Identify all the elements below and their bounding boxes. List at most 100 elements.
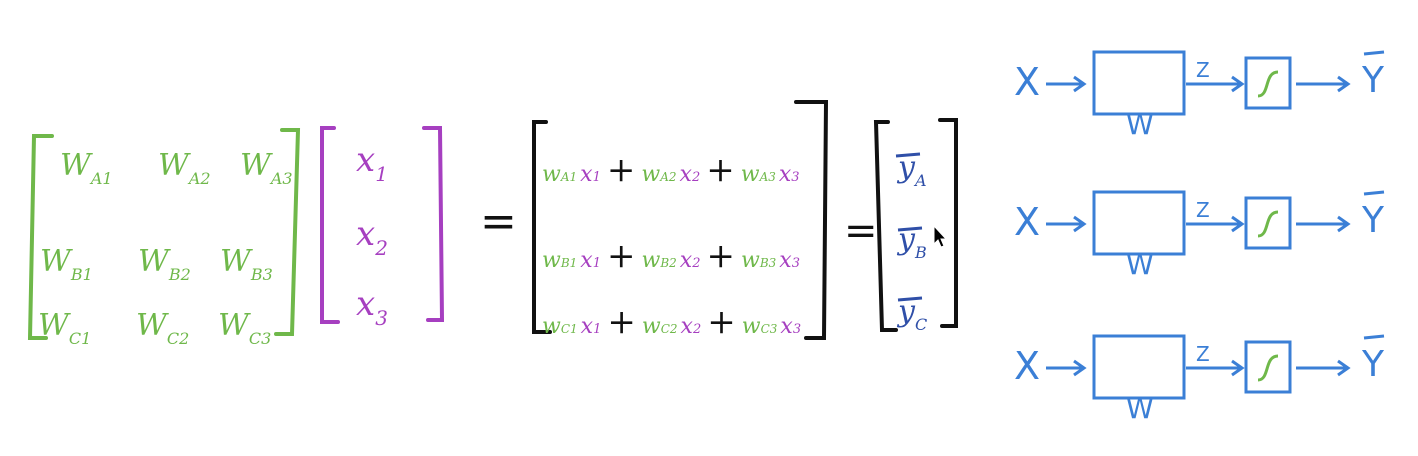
weight-b2-base: W xyxy=(138,244,169,279)
sigmoid-box xyxy=(1244,340,1292,394)
input-vector-right-bracket xyxy=(422,126,445,322)
weight-b3: WB3 xyxy=(220,244,273,284)
input-x2-base: x xyxy=(356,214,376,254)
product-input: x1 xyxy=(581,314,602,339)
output-yb: yB xyxy=(898,222,927,262)
product-input-base: x xyxy=(679,248,693,273)
product-weight: wC2 xyxy=(642,314,678,339)
product-weight-base: w xyxy=(641,314,661,339)
weight-a2-base: W xyxy=(158,148,189,183)
plus-sign: + xyxy=(607,302,636,342)
product-weight-base: w xyxy=(542,248,561,273)
product-input-subscript: 3 xyxy=(791,170,800,185)
result-left-bracket xyxy=(532,120,552,334)
network-box-label: W xyxy=(1126,392,1154,425)
network-box-label: W xyxy=(1126,248,1154,281)
product-weight-subscript: A3 xyxy=(759,170,776,184)
input-x1: x1 xyxy=(356,140,388,186)
weight-b1-base: W xyxy=(40,244,71,279)
product-weight-subscript: C2 xyxy=(660,322,678,336)
sigmoid-curve-icon xyxy=(1257,70,1279,98)
z-arrowhead xyxy=(1231,215,1245,233)
z-arrowhead xyxy=(1231,75,1245,93)
product-input: x3 xyxy=(779,162,800,187)
cursor-icon xyxy=(933,224,948,248)
input-vector-left-bracket xyxy=(320,126,340,324)
product-weight: wB3 xyxy=(741,248,776,273)
product-input: x3 xyxy=(780,314,801,339)
product-weight: wC1 xyxy=(542,314,578,339)
network-input-label: X xyxy=(1014,60,1041,104)
product-input-base: x xyxy=(780,314,793,339)
input-x3: x3 xyxy=(356,284,388,330)
product-weight-subscript: B1 xyxy=(560,256,578,270)
product-weight: wA2 xyxy=(641,162,676,187)
product-weight: wA1 xyxy=(542,162,577,187)
weight-c3-base: W xyxy=(218,308,249,343)
network-mid-label: Z xyxy=(1196,342,1210,366)
network-mid-label: Z xyxy=(1196,58,1210,82)
product-weight: wB1 xyxy=(542,248,577,273)
plus-sign: + xyxy=(706,236,736,276)
weight-matrix-left-bracket xyxy=(27,134,54,340)
network-box-label: W xyxy=(1126,108,1154,141)
weight-c2-base: W xyxy=(136,308,167,343)
weight-b2-subscript: B2 xyxy=(168,265,191,284)
output-ya-base: y xyxy=(898,150,915,185)
product-weight-subscript: A1 xyxy=(560,170,578,184)
plus-sign: + xyxy=(707,302,736,342)
product-weight: wA3 xyxy=(741,162,776,187)
product-weight-subscript: C3 xyxy=(760,322,778,336)
weight-c3-subscript: C3 xyxy=(248,329,272,348)
weight-c1-subscript: C1 xyxy=(68,329,92,348)
product-weight-base: w xyxy=(740,162,760,187)
weight-b1: WB1 xyxy=(40,244,93,284)
product-weight: wB2 xyxy=(642,248,677,273)
product-input: x2 xyxy=(680,248,701,273)
y-hat-bar xyxy=(1363,190,1385,196)
network-input-label: X xyxy=(1014,200,1041,244)
equals-sign-1: = xyxy=(480,196,517,247)
sigmoid-box xyxy=(1244,196,1292,250)
output-arrowhead xyxy=(1337,215,1351,233)
product-input-subscript: 2 xyxy=(692,256,701,271)
weight-b3-subscript: B3 xyxy=(250,265,273,284)
weight-a2-subscript: A2 xyxy=(188,169,211,188)
output-yb-subscript: B xyxy=(914,243,927,262)
weight-a3-base: W xyxy=(240,148,271,183)
input-arrowhead xyxy=(1073,75,1087,93)
input-x3-base: x xyxy=(356,284,376,324)
product-input: x2 xyxy=(680,162,701,187)
product-weight-base: w xyxy=(741,248,760,273)
product-weight: wC3 xyxy=(742,314,778,339)
z-arrowhead xyxy=(1231,359,1245,377)
network-output-label: Y xyxy=(1362,344,1384,385)
weight-matrix-right-bracket xyxy=(274,128,301,336)
weight-box xyxy=(1092,50,1186,116)
product-weight-subscript: A2 xyxy=(660,170,677,184)
product-input-subscript: 3 xyxy=(791,256,800,271)
weight-c1: WC1 xyxy=(38,308,91,348)
product-weight-subscript: B2 xyxy=(660,256,677,270)
input-x2-subscript: 2 xyxy=(375,236,388,261)
input-x2: x2 xyxy=(356,214,388,260)
plus-sign: + xyxy=(706,150,735,190)
network-mid-label: Z xyxy=(1196,198,1210,222)
product-weight-base: w xyxy=(641,162,661,187)
sigmoid-curve-icon xyxy=(1257,210,1279,238)
output-arrowhead xyxy=(1337,75,1351,93)
product-row: wB1 x1 + wB2 x2 + wB3 x3 xyxy=(542,236,800,276)
output-ya-subscript: A xyxy=(914,171,927,190)
input-x1-subscript: 1 xyxy=(375,162,388,187)
product-row: wA1 x1 + wA2 x2 + wA3 x3 xyxy=(542,150,800,190)
sigmoid-curve-icon xyxy=(1257,354,1279,382)
output-yc-subscript: C xyxy=(914,315,928,334)
weight-c2: WC2 xyxy=(136,308,189,348)
product-input-base: x xyxy=(779,248,792,273)
product-input-base: x xyxy=(580,314,594,339)
product-input-base: x xyxy=(580,248,593,273)
input-arrowhead xyxy=(1073,215,1087,233)
product-input-subscript: 1 xyxy=(592,170,601,185)
product-weight-subscript: C1 xyxy=(560,322,578,336)
